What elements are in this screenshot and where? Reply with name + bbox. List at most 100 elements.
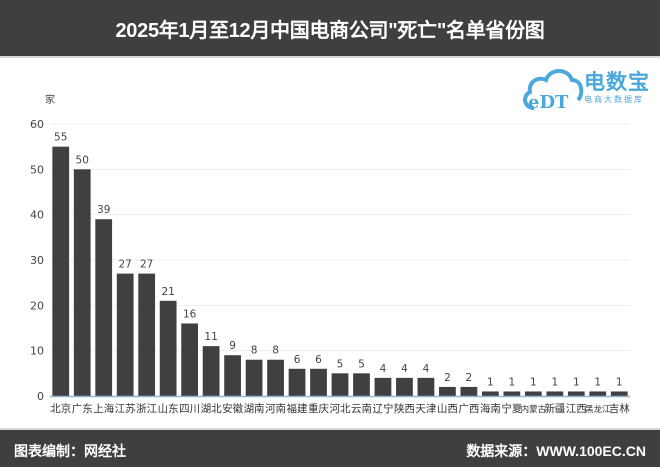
bar-value-label: 4: [401, 363, 408, 375]
bar[interactable]: [374, 377, 392, 396]
x-tick-label: 山东: [158, 402, 179, 415]
bar-value-label: 5: [358, 358, 365, 370]
bar[interactable]: [245, 359, 263, 396]
bar-value-label: 11: [204, 331, 217, 343]
bar-value-label: 9: [229, 340, 236, 352]
bar[interactable]: [460, 386, 478, 396]
y-tick-label: 40: [30, 209, 44, 222]
logo-subtitle: 电商大数据库: [584, 95, 644, 104]
bar[interactable]: [567, 391, 585, 396]
bar[interactable]: [267, 359, 284, 396]
bar[interactable]: [159, 300, 177, 396]
x-tick-label: 北京: [50, 402, 71, 415]
bar-value-label: 8: [272, 345, 279, 357]
bar-value-label: 27: [140, 259, 153, 271]
bar[interactable]: [546, 391, 564, 396]
data-source: 数据来源：WWW.100EC.CN: [466, 443, 646, 459]
bar-value-label: 1: [573, 376, 580, 388]
bar-value-label: 1: [487, 376, 494, 388]
bar[interactable]: [503, 391, 521, 396]
bar[interactable]: [396, 377, 413, 396]
x-tick-label: 江苏: [115, 402, 136, 415]
bar-value-label: 6: [315, 354, 322, 366]
bar[interactable]: [95, 219, 113, 396]
x-tick-label: 海南: [480, 402, 501, 415]
chart-footer: 图表编制：网经社 数据来源：WWW.100EC.CN: [0, 428, 660, 467]
x-tick-label: 宁夏: [501, 402, 522, 415]
cloud-logo-icon: eDT: [523, 69, 584, 113]
y-tick-label: 20: [30, 299, 44, 312]
y-tick-label: 30: [30, 254, 44, 267]
x-tick-label: 广西: [458, 403, 479, 415]
bar-value-label: 16: [183, 308, 197, 320]
bar[interactable]: [481, 391, 499, 396]
bar-value-label: 1: [509, 376, 516, 388]
x-tick-label: 广东: [72, 402, 93, 415]
x-tick-label: 辽宁: [372, 402, 393, 415]
bar-value-label: 4: [380, 363, 387, 375]
bar[interactable]: [589, 391, 607, 396]
bar-value-label: 39: [97, 204, 110, 216]
bar[interactable]: [417, 377, 435, 396]
x-tick-label: 河北: [330, 403, 351, 415]
bar[interactable]: [610, 391, 628, 396]
x-tick-label: 内蒙古: [521, 404, 547, 415]
bar[interactable]: [288, 368, 306, 396]
bar[interactable]: [439, 386, 456, 396]
bar[interactable]: [73, 169, 91, 396]
bar-value-label: 5: [337, 358, 344, 370]
x-tick-label: 吉林: [609, 402, 630, 415]
svg-text:eDT: eDT: [528, 92, 569, 113]
x-tick-label: 江西: [566, 403, 587, 415]
bar[interactable]: [181, 323, 199, 396]
bar-value-label: 6: [294, 354, 301, 366]
bar[interactable]: [331, 373, 349, 396]
bar[interactable]: [52, 146, 70, 396]
bar-value-label: 27: [118, 259, 131, 271]
x-tick-label: 四川: [179, 403, 200, 415]
x-tick-label: 黑龙江: [585, 404, 611, 415]
y-tick-label: 0: [37, 390, 44, 403]
x-tick-label: 上海: [93, 402, 114, 415]
bar-value-label: 50: [76, 154, 89, 166]
bar-value-label: 1: [594, 376, 601, 388]
x-tick-label: 湖南: [244, 402, 265, 415]
x-tick-label: 天津: [415, 403, 436, 415]
logo-brand: 电数宝: [584, 70, 650, 94]
x-tick-label: 湖北: [201, 403, 222, 415]
bar[interactable]: [524, 391, 542, 396]
x-tick-label: 新疆: [544, 402, 565, 415]
bar[interactable]: [224, 355, 241, 396]
bar-value-label: 1: [616, 376, 623, 388]
bar[interactable]: [202, 346, 220, 396]
edt-logo: eDT 电数宝 电商大数据库: [522, 60, 652, 114]
x-tick-label: 浙江: [136, 403, 157, 415]
x-tick-label: 安徽: [222, 402, 243, 415]
bar-value-label: 4: [423, 363, 430, 375]
bar-value-label: 55: [54, 132, 67, 144]
chart-header: 2025年1月至12月中国电商公司"死亡"名单省份图: [0, 0, 660, 58]
bar[interactable]: [116, 273, 134, 396]
x-tick-label: 重庆: [308, 402, 329, 415]
bar[interactable]: [310, 368, 327, 396]
chart-credit: 图表编制：网经社: [14, 443, 126, 459]
chart-title: 2025年1月至12月中国电商公司"死亡"名单省份图: [115, 19, 545, 42]
bar-value-label: 1: [551, 376, 558, 388]
y-tick-label: 50: [30, 163, 44, 176]
bar-value-label: 1: [530, 376, 537, 388]
y-tick-label: 10: [30, 345, 44, 358]
x-tick-label: 福建: [287, 402, 308, 415]
x-tick-label: 云南: [351, 402, 372, 415]
y-axis-unit-label: 家: [45, 95, 55, 106]
x-tick-label: 河南: [265, 402, 286, 415]
bar-value-label: 8: [251, 345, 258, 357]
x-tick-label: 山西: [437, 403, 458, 415]
bar-value-label: 2: [466, 372, 473, 384]
y-tick-label: 60: [30, 118, 44, 131]
bar-value-label: 21: [161, 286, 174, 298]
bar[interactable]: [353, 373, 370, 396]
x-tick-label: 陕西: [394, 402, 415, 415]
bar-value-label: 2: [444, 372, 451, 384]
bar[interactable]: [138, 273, 156, 396]
